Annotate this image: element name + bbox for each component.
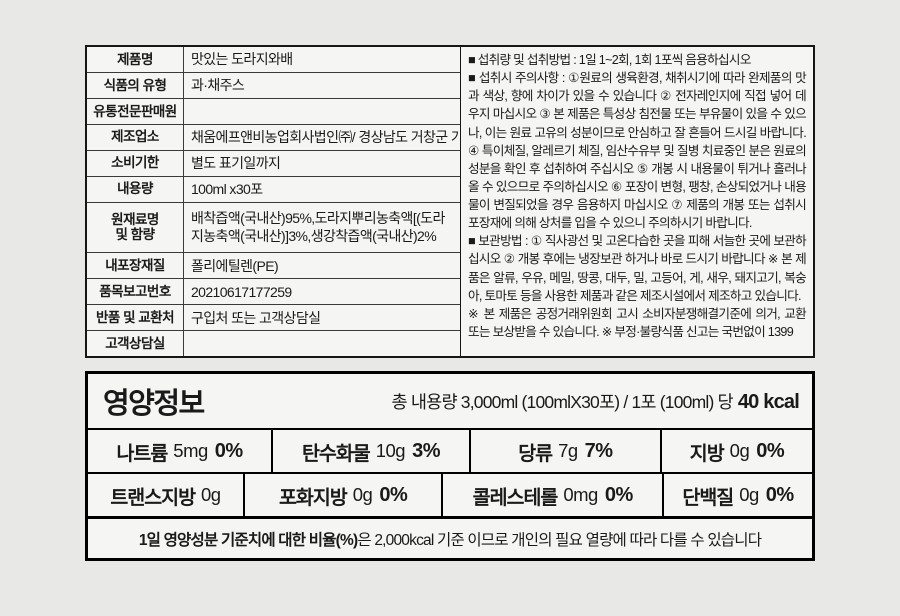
nutrient-cell-fat: 지방 0g 0% (659, 430, 812, 472)
row-value: 20210617177259 (191, 283, 292, 300)
nutrient-percent: 3% (412, 439, 441, 462)
row-label: 반품 및 교환처 (87, 305, 184, 331)
nutrient-name: 포화지방 (278, 486, 348, 509)
row-label: 제품명 (87, 47, 184, 72)
table-row-customer-service: 고객상담실 (87, 330, 460, 357)
nutrient-row-1: 나트륨 5mg 0% 탄수화물 10g 3% 당류 7g 7% 지방 0g 0% (88, 430, 812, 474)
nutrient-percent: 0% (765, 483, 794, 506)
row-value: 별도 표기일까지 (191, 155, 281, 172)
nutrient-cell-carbohydrate: 탄수화물 10g 3% (271, 430, 469, 472)
table-row-product-name: 제품명 맛있는 도라지와배 (87, 47, 460, 72)
nutrient-amount: 0g (201, 484, 221, 505)
nutrient-name: 탄수화물 (301, 442, 371, 465)
nutrient-amount: 0g (352, 484, 373, 505)
row-label: 내포장재질 (87, 253, 184, 279)
intake-precautions-paragraph: ■ 섭취시 주의사항 : ①원료의 생육환경, 채취시기에 따라 완제품의 맛과… (468, 71, 807, 231)
row-label: 제조업소 (87, 124, 184, 150)
nutrition-title: 영양정보 (103, 388, 205, 420)
row-value: 배착즙액(국내산)95%,도라지뿌리농축액[(도라지농축액(국내산)]3%,생강… (191, 209, 445, 245)
row-label: 유통전문판매원 (87, 98, 184, 124)
table-row-returns: 반품 및 교환처 구입처 또는 고객상담실 (87, 304, 460, 331)
nutrient-amount: 5mg (173, 440, 208, 461)
product-info-rows: 제품명 맛있는 도라지와배 식품의 유형 과·채주스 유통전문판매원 제조업소 … (87, 47, 461, 357)
storage-method-paragraph: ■ 보관방법 : ① 직사광선 및 고온다습한 곳을 피해 서늘한 곳에 보관하… (468, 234, 807, 303)
usage-instructions-panel: ■ 섭취량 및 섭취방법 : 1일 1~2회, 1회 1포씩 음용하십시오 ■ … (461, 47, 813, 356)
daily-value-footnote: 1일 영양성분 기준치에 대한 비율(%) 은 2,000kcal 기준 이므로 … (88, 519, 812, 558)
nutrient-percent: 0% (756, 439, 785, 462)
nutrient-cell-trans-fat: 트랜스지방 0g (88, 474, 243, 516)
row-value: 채움에프앤비농업회사법인㈜/ 경상남도 거창군 가조면 석강3길 112 (191, 129, 460, 146)
nutrient-row-2: 트랜스지방 0g 포화지방 0g 0% 콜레스테롤 0mg 0% 단백질 0g … (88, 474, 812, 519)
row-label: 품목보고번호 (87, 279, 184, 305)
row-value: 구입처 또는 고객상담실 (191, 309, 321, 326)
nutrient-name: 단백질 (682, 486, 734, 509)
nutrient-percent: 7% (584, 439, 613, 462)
nutrient-percent: 0% (604, 483, 633, 506)
serving-info: 총 내용량 3,000ml (100mlX30포) / 1포 (100ml) 당… (391, 389, 799, 414)
table-row-distributor: 유통전문판매원 (87, 97, 460, 124)
table-row-report-number: 품목보고번호 20210617177259 (87, 278, 460, 305)
nutrient-cell-sugars: 당류 7g 7% (468, 430, 660, 472)
serving-size-text: 총 내용량 3,000ml (100mlX30포) / 1포 (100ml) 당 (391, 391, 733, 412)
row-label: 원재료명 및 함량 (87, 202, 184, 253)
nutrient-cell-saturated-fat: 포화지방 0g 0% (242, 474, 441, 516)
product-info-table: 제품명 맛있는 도라지와배 식품의 유형 과·채주스 유통전문판매원 제조업소 … (85, 45, 815, 358)
nutrient-amount: 10g (375, 440, 406, 461)
nutrient-amount: 0g (729, 440, 750, 461)
nutrient-name: 콜레스테롤 (472, 486, 559, 509)
calories-value: 40 kcal (737, 390, 800, 413)
row-label: 식품의 유형 (87, 72, 184, 98)
row-value: 폴리에틸렌(PE) (191, 257, 279, 274)
footnote-bold-text: 1일 영양성분 기준치에 대한 비율(%) (138, 531, 358, 549)
table-row-manufacturer: 제조업소 채움에프앤비농업회사법인㈜/ 경상남도 거창군 가조면 석강3길 11… (87, 123, 460, 150)
nutrient-cell-sodium: 나트륨 5mg 0% (88, 430, 271, 472)
intake-method-paragraph: ■ 섭취량 및 섭취방법 : 1일 1~2회, 1회 1포씩 음용하십시오 (468, 53, 751, 67)
row-value: 맛있는 도라지와배 (191, 51, 293, 68)
nutrient-name: 지방 (689, 442, 725, 465)
consumer-notice-paragraph: ※ 본 제품은 공정거래위원회 고시 소비자분쟁해결기준에 의거, 교환 또는 … (468, 306, 807, 339)
nutrient-amount: 0g (739, 484, 759, 505)
nutrient-name: 나트륨 (116, 442, 168, 465)
row-label: 소비기한 (87, 150, 184, 176)
nutrient-amount: 7g (558, 440, 578, 461)
table-row-food-type: 식품의 유형 과·채주스 (87, 71, 460, 98)
nutrient-name: 트랜스지방 (110, 486, 196, 509)
nutrition-header: 영양정보 총 내용량 3,000ml (100mlX30포) / 1포 (100… (88, 374, 812, 430)
table-row-ingredients: 원재료명 및 함량 배착즙액(국내산)95%,도라지뿌리농축액[(도라지농축액(… (87, 201, 460, 253)
table-row-packaging-material: 내포장재질 폴리에틸렌(PE) (87, 252, 460, 279)
nutrient-cell-protein: 단백질 0g 0% (662, 474, 812, 516)
row-label: 내용량 (87, 176, 184, 202)
table-row-net-content: 내용량 100ml x30포 (87, 175, 460, 202)
table-row-expiry: 소비기한 별도 표기일까지 (87, 149, 460, 176)
row-label: 고객상담실 (87, 331, 184, 357)
nutrient-amount: 0mg (563, 484, 598, 505)
nutrition-facts-panel: 영양정보 총 내용량 3,000ml (100mlX30포) / 1포 (100… (85, 371, 815, 561)
nutrient-percent: 0% (379, 483, 408, 506)
row-value: 100ml x30포 (191, 181, 263, 198)
nutrient-cell-cholesterol: 콜레스테롤 0mg 0% (441, 474, 662, 516)
row-value (184, 331, 460, 356)
nutrient-percent: 0% (214, 439, 243, 462)
footnote-regular-text: 은 2,000kcal 기준 이므로 개인의 필요 열량에 따라 다를 수 있습… (357, 531, 762, 549)
nutrient-name: 당류 (518, 442, 553, 465)
row-value (184, 99, 460, 124)
row-value: 과·채주스 (191, 77, 245, 94)
